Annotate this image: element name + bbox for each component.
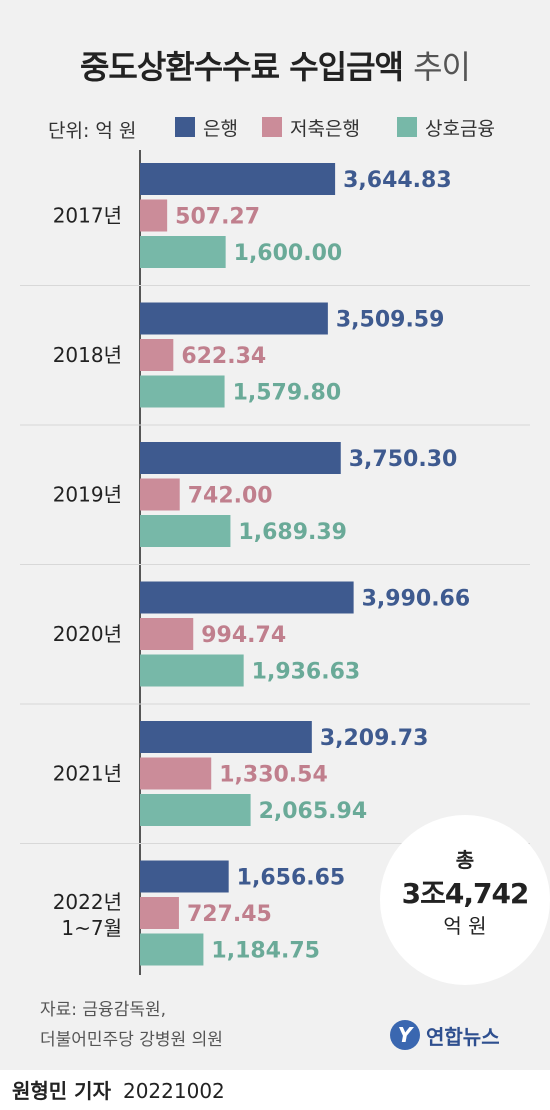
unit-label: 단위: 억 원 bbox=[48, 120, 137, 142]
data-label-savings: 507.27 bbox=[175, 205, 260, 230]
bar-bank bbox=[140, 721, 312, 753]
chart-title-suffix: 추이 bbox=[413, 48, 471, 86]
data-label-savings: 727.45 bbox=[187, 902, 272, 927]
bar-savings bbox=[140, 618, 194, 650]
total-unit: 억 원 bbox=[443, 914, 487, 938]
chart-title-main: 중도상환수수료 수입금액 bbox=[79, 48, 404, 86]
data-label-savings: 742.00 bbox=[188, 484, 273, 509]
bar-savings bbox=[140, 897, 179, 929]
bar-bank bbox=[140, 860, 229, 893]
legend-label-mutual: 상호금융 bbox=[425, 117, 495, 140]
bar-bank bbox=[140, 442, 341, 474]
bar-savings bbox=[140, 199, 168, 232]
data-label-mutual: 1,936.63 bbox=[252, 660, 361, 685]
source-line-1: 자료: 금융감독원, bbox=[40, 1000, 167, 1020]
bar-mutual bbox=[140, 515, 231, 547]
legend-label-savings: 저축은행 bbox=[290, 117, 360, 140]
data-label-bank: 3,509.59 bbox=[336, 308, 445, 333]
legend-item-bank: 은행 bbox=[175, 113, 238, 141]
author: 원형민 기자 bbox=[12, 1079, 111, 1103]
category-label: 2019년 bbox=[53, 483, 122, 507]
data-label-bank: 3,750.30 bbox=[349, 447, 458, 472]
data-label-mutual: 2,065.94 bbox=[259, 799, 368, 824]
bar-savings bbox=[140, 478, 180, 511]
data-label-mutual: 1,184.75 bbox=[211, 939, 320, 964]
total-circle bbox=[380, 815, 550, 985]
data-label-bank: 3,644.83 bbox=[343, 168, 452, 193]
legend-item-savings: 저축은행 bbox=[262, 113, 360, 141]
bar-savings bbox=[140, 339, 174, 371]
data-label-mutual: 1,600.00 bbox=[234, 241, 343, 266]
byline: 원형민 기자 20221002 bbox=[12, 1075, 225, 1104]
data-label-bank: 3,209.73 bbox=[320, 726, 429, 751]
bar-mutual bbox=[140, 933, 204, 966]
bar-mutual bbox=[140, 654, 244, 687]
data-label-bank: 1,656.65 bbox=[237, 866, 346, 891]
date: 20221002 bbox=[122, 1079, 225, 1103]
total-value: 3조4,742 bbox=[401, 877, 530, 910]
data-label-savings: 622.34 bbox=[181, 344, 266, 369]
bar-mutual bbox=[140, 375, 225, 408]
source-line-2: 더불어민주당 강병원 의원 bbox=[40, 1030, 223, 1050]
bar-bank bbox=[140, 163, 336, 195]
data-label-mutual: 1,579.80 bbox=[233, 381, 342, 406]
data-label-savings: 994.74 bbox=[201, 623, 286, 648]
yonhap-logo-icon: Y bbox=[390, 1020, 420, 1050]
data-label-mutual: 1,689.39 bbox=[238, 520, 347, 545]
category-label: 2017년 bbox=[53, 204, 122, 228]
bar-bank bbox=[140, 302, 328, 335]
bar-mutual bbox=[140, 236, 226, 268]
category-label: 2018년 bbox=[53, 343, 122, 367]
legend-label-bank: 은행 bbox=[203, 117, 238, 140]
yonhap-logo-text: 연합뉴스 bbox=[426, 1024, 500, 1049]
source-note: 자료: 금융감독원, 더불어민주당 강병원 의원 bbox=[40, 995, 223, 1055]
yonhap-logo: Y 연합뉴스 bbox=[390, 1020, 500, 1050]
total-label: 총 bbox=[455, 848, 475, 872]
data-label-bank: 3,990.66 bbox=[362, 587, 471, 612]
category-label: 2020년 bbox=[53, 622, 122, 646]
bar-savings bbox=[140, 757, 212, 790]
bar-mutual bbox=[140, 794, 251, 826]
legend-swatch-savings bbox=[262, 117, 282, 137]
legend-swatch-mutual bbox=[397, 117, 417, 137]
category-label: 2022년 1~7월 bbox=[53, 890, 122, 940]
chart-title: 중도상환수수료 수입금액 추이 bbox=[0, 42, 550, 88]
legend-item-mutual: 상호금융 bbox=[397, 113, 495, 141]
bar-chart: 2017년 3,644.83 507.27 1,600.00 2018년 3,509.59… bbox=[20, 150, 530, 975]
category-label: 2021년 bbox=[53, 762, 122, 786]
data-label-savings: 1,330.54 bbox=[219, 763, 328, 788]
bar-bank bbox=[140, 581, 354, 614]
legend-swatch-bank bbox=[175, 117, 195, 137]
